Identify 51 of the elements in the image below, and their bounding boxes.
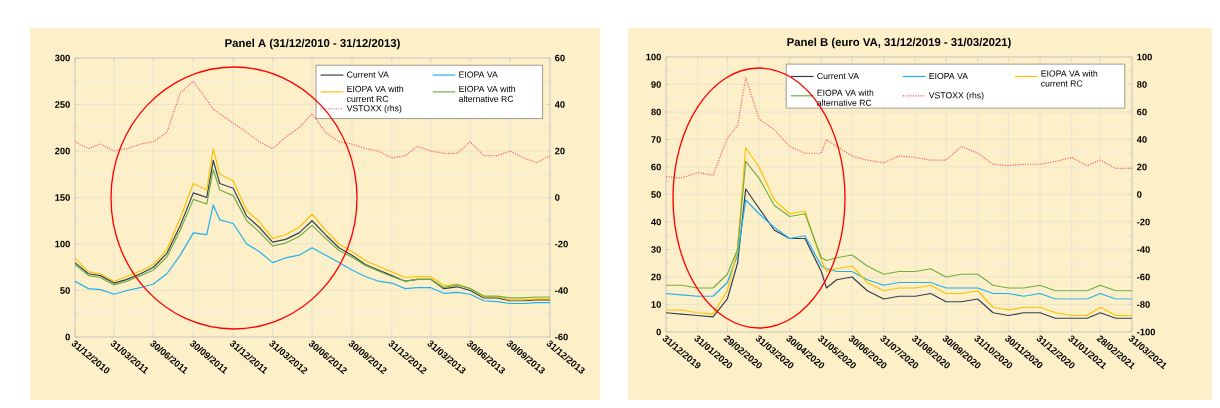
y-tick-label: 50	[60, 287, 70, 294]
y2-tick-label: -60	[1137, 273, 1150, 281]
legend-label: EIOPA VA with current RC	[347, 85, 404, 102]
legend-label: EIOPA VA with alternative RC	[458, 85, 516, 102]
legend-label: Current VA	[347, 71, 389, 78]
legend-label: VSTOXX (rhs)	[346, 104, 402, 114]
y-tick-label: 150	[55, 194, 70, 201]
line-series	[75, 80, 551, 164]
y-tick-label: 90	[651, 81, 661, 88]
y2-tick-label: -80	[1137, 301, 1150, 308]
y-tick-label: 50	[651, 191, 661, 198]
y-tick-label: 100	[646, 53, 661, 61]
y2-tick-label: -40	[1137, 246, 1150, 253]
y-tick-label: 40	[651, 218, 661, 226]
line-series	[666, 147, 1133, 317]
y2-tick-label: 80	[1137, 81, 1147, 88]
y2-tick-label: 20	[1137, 163, 1147, 171]
y2-tick-label: 60	[555, 54, 565, 62]
y-tick-label: 30	[651, 246, 661, 253]
y-tick-label: 0	[65, 333, 70, 341]
y2-tick-label: -20	[1137, 218, 1150, 226]
y2-tick-label: 60	[1137, 108, 1147, 116]
y2-tick-label: 100	[1137, 53, 1152, 61]
legend-label: Current VA	[817, 72, 860, 80]
y2-tick-label: 20	[555, 147, 565, 155]
y-tick-label: 250	[55, 101, 70, 108]
legend-label: EIOPA VA	[459, 71, 498, 78]
y-tick-label: 10	[651, 301, 661, 308]
y2-tick-label: -20	[555, 240, 568, 248]
y2-tick-label: 0	[555, 194, 560, 201]
y2-tick-label: -60	[555, 333, 568, 341]
y-tick-label: 100	[55, 240, 70, 248]
legend-label: EIOPA VA with alternative RC	[817, 89, 874, 106]
y2-tick-label: 0	[1137, 191, 1142, 198]
y2-tick-label: 40	[554, 101, 565, 108]
y-tick-label: 70	[651, 136, 661, 143]
y-tick-label: 300	[54, 54, 70, 62]
y-tick-label: 80	[651, 108, 661, 116]
legend-label: VSTOXX (rhs)	[928, 92, 984, 101]
legend-label: EIOPA VA with current RC	[1041, 70, 1098, 87]
y2-tick-label: -100	[1137, 328, 1156, 336]
legend-label: EIOPA VA	[929, 72, 968, 80]
y2-tick-label: -40	[555, 287, 568, 294]
y-tick-label: 60	[651, 163, 661, 171]
y-tick-label: 20	[651, 273, 661, 281]
y-tick-label: 0	[656, 328, 661, 336]
y2-tick-label: 40	[1136, 136, 1147, 143]
chart-title: Panel A (31/12/2010 - 31/12/2013)	[225, 38, 400, 50]
chart-title: Panel B (euro VA, 31/12/2019 - 31/03/2021)	[787, 37, 1011, 49]
y-tick-label: 200	[55, 147, 70, 155]
line-series	[666, 77, 1133, 179]
